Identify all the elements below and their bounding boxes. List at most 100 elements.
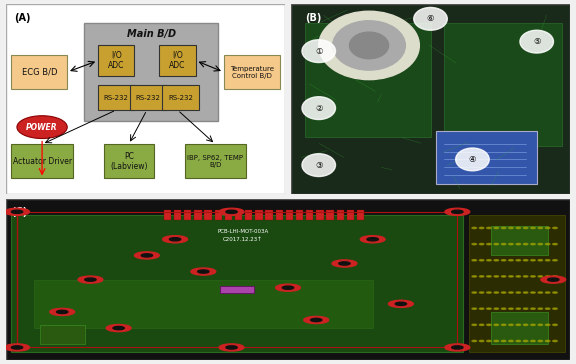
Circle shape <box>545 244 550 245</box>
Circle shape <box>494 324 499 325</box>
Text: I/O
ADC: I/O ADC <box>108 51 124 70</box>
Text: ⑥: ⑥ <box>427 14 434 23</box>
FancyBboxPatch shape <box>40 325 85 344</box>
Circle shape <box>553 340 557 342</box>
Text: RS-232: RS-232 <box>104 95 128 101</box>
Circle shape <box>452 210 463 213</box>
FancyBboxPatch shape <box>98 46 134 76</box>
Circle shape <box>479 292 484 293</box>
Circle shape <box>487 244 491 245</box>
Circle shape <box>487 292 491 293</box>
FancyBboxPatch shape <box>84 23 218 122</box>
Circle shape <box>516 292 521 293</box>
FancyBboxPatch shape <box>286 210 293 220</box>
Circle shape <box>509 227 513 229</box>
Circle shape <box>530 308 535 309</box>
FancyBboxPatch shape <box>305 23 430 136</box>
Circle shape <box>472 324 476 325</box>
Circle shape <box>350 32 389 59</box>
Circle shape <box>538 308 543 309</box>
Circle shape <box>479 340 484 342</box>
FancyBboxPatch shape <box>296 210 303 220</box>
Circle shape <box>509 308 513 309</box>
Circle shape <box>472 260 476 261</box>
Text: (B): (B) <box>305 13 321 23</box>
Circle shape <box>545 260 550 261</box>
Circle shape <box>538 244 543 245</box>
Circle shape <box>169 238 181 241</box>
FancyBboxPatch shape <box>306 210 313 220</box>
Text: I/O
ADC: I/O ADC <box>169 51 186 70</box>
Circle shape <box>553 292 557 293</box>
Circle shape <box>501 340 506 342</box>
Circle shape <box>360 236 385 243</box>
Circle shape <box>282 286 294 289</box>
Circle shape <box>445 208 470 215</box>
Circle shape <box>12 210 22 213</box>
Circle shape <box>545 340 550 342</box>
FancyBboxPatch shape <box>104 144 154 178</box>
Circle shape <box>501 308 506 309</box>
FancyBboxPatch shape <box>235 210 242 220</box>
FancyBboxPatch shape <box>327 210 334 220</box>
Text: POWER: POWER <box>26 123 58 132</box>
Circle shape <box>479 260 484 261</box>
Circle shape <box>516 308 521 309</box>
Circle shape <box>516 244 521 245</box>
Text: (A): (A) <box>14 13 31 23</box>
FancyBboxPatch shape <box>223 55 279 89</box>
Circle shape <box>494 308 499 309</box>
FancyBboxPatch shape <box>347 210 354 220</box>
FancyBboxPatch shape <box>130 85 166 110</box>
Circle shape <box>538 260 543 261</box>
FancyBboxPatch shape <box>436 131 537 184</box>
Circle shape <box>538 276 543 277</box>
Circle shape <box>472 340 476 342</box>
FancyBboxPatch shape <box>6 4 285 194</box>
Circle shape <box>219 208 244 215</box>
FancyBboxPatch shape <box>445 23 562 146</box>
Circle shape <box>333 21 406 70</box>
Circle shape <box>516 324 521 325</box>
FancyBboxPatch shape <box>220 286 254 293</box>
Circle shape <box>530 260 535 261</box>
Circle shape <box>479 244 484 245</box>
Circle shape <box>310 318 322 322</box>
Circle shape <box>472 292 476 293</box>
Circle shape <box>530 276 535 277</box>
Circle shape <box>452 346 463 349</box>
Text: RS-232: RS-232 <box>136 95 161 101</box>
Circle shape <box>509 276 513 277</box>
Circle shape <box>509 292 513 293</box>
Text: ④: ④ <box>469 155 476 164</box>
Ellipse shape <box>17 116 67 139</box>
Circle shape <box>487 324 491 325</box>
Circle shape <box>516 340 521 342</box>
Circle shape <box>472 308 476 309</box>
Circle shape <box>538 340 543 342</box>
Text: C2017.12.23↑: C2017.12.23↑ <box>223 237 263 242</box>
Circle shape <box>479 276 484 277</box>
Circle shape <box>501 227 506 229</box>
Text: Main B/D: Main B/D <box>127 29 176 39</box>
Circle shape <box>520 30 554 53</box>
FancyBboxPatch shape <box>275 210 283 220</box>
Circle shape <box>487 227 491 229</box>
Circle shape <box>479 324 484 325</box>
Circle shape <box>501 292 506 293</box>
Circle shape <box>516 260 521 261</box>
Circle shape <box>509 324 513 325</box>
FancyBboxPatch shape <box>12 215 463 352</box>
Circle shape <box>339 262 350 265</box>
Circle shape <box>487 260 491 261</box>
Circle shape <box>487 308 491 309</box>
Circle shape <box>141 254 153 257</box>
Circle shape <box>414 7 448 30</box>
Circle shape <box>509 244 513 245</box>
Circle shape <box>5 208 29 215</box>
Circle shape <box>524 276 528 277</box>
Circle shape <box>524 292 528 293</box>
Text: PCB-LHI-MOT-003A: PCB-LHI-MOT-003A <box>217 229 268 234</box>
Circle shape <box>191 268 216 275</box>
FancyBboxPatch shape <box>204 210 212 220</box>
